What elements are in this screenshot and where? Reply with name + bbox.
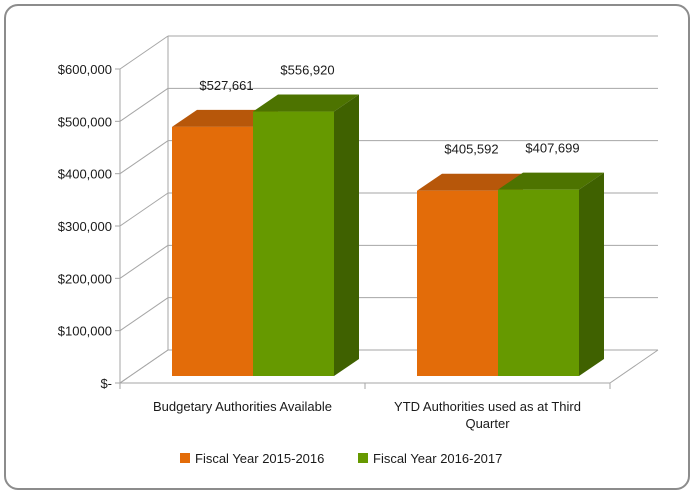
data-label: $405,592 bbox=[444, 142, 498, 157]
bar-top bbox=[498, 172, 604, 190]
gridline-diagonal bbox=[119, 192, 169, 227]
y-tick-label: $500,000 bbox=[58, 114, 112, 129]
bar-top bbox=[417, 173, 523, 191]
y-tick-label: $100,000 bbox=[58, 324, 112, 339]
floor-right-edge bbox=[609, 349, 659, 384]
bar bbox=[498, 189, 579, 376]
legend-label: Fiscal Year 2016-2017 bbox=[373, 451, 502, 466]
gridline-diagonal bbox=[119, 87, 169, 122]
y-tick-label: $200,000 bbox=[58, 271, 112, 286]
bar bbox=[172, 126, 253, 376]
gridline-diagonal bbox=[119, 35, 169, 70]
y-tick-label: $400,000 bbox=[58, 167, 112, 182]
x-category-label: Quarter bbox=[465, 416, 510, 431]
bar-top bbox=[253, 94, 359, 112]
data-label: $407,699 bbox=[525, 141, 579, 156]
legend-swatch bbox=[180, 453, 190, 463]
bar-side bbox=[579, 172, 604, 376]
legend-swatch bbox=[358, 453, 368, 463]
gridline-diagonal bbox=[119, 349, 169, 384]
x-category-label: Budgetary Authorities Available bbox=[153, 399, 332, 414]
bar-top bbox=[172, 109, 278, 127]
legend-label: Fiscal Year 2015-2016 bbox=[195, 451, 324, 466]
data-label: $556,920 bbox=[280, 63, 334, 78]
y-tick-label: $300,000 bbox=[58, 219, 112, 234]
y-tick-label: $600,000 bbox=[58, 62, 112, 77]
gridline-diagonal bbox=[119, 297, 169, 332]
data-label: $527,661 bbox=[199, 78, 253, 93]
bar-side bbox=[334, 94, 359, 376]
gridline-diagonal bbox=[119, 244, 169, 279]
gridline-diagonal bbox=[119, 140, 169, 175]
bar bbox=[417, 190, 498, 376]
y-tick-label: $- bbox=[100, 376, 112, 391]
x-category-label: YTD Authorities used as at Third bbox=[394, 399, 581, 414]
bar bbox=[253, 111, 334, 376]
